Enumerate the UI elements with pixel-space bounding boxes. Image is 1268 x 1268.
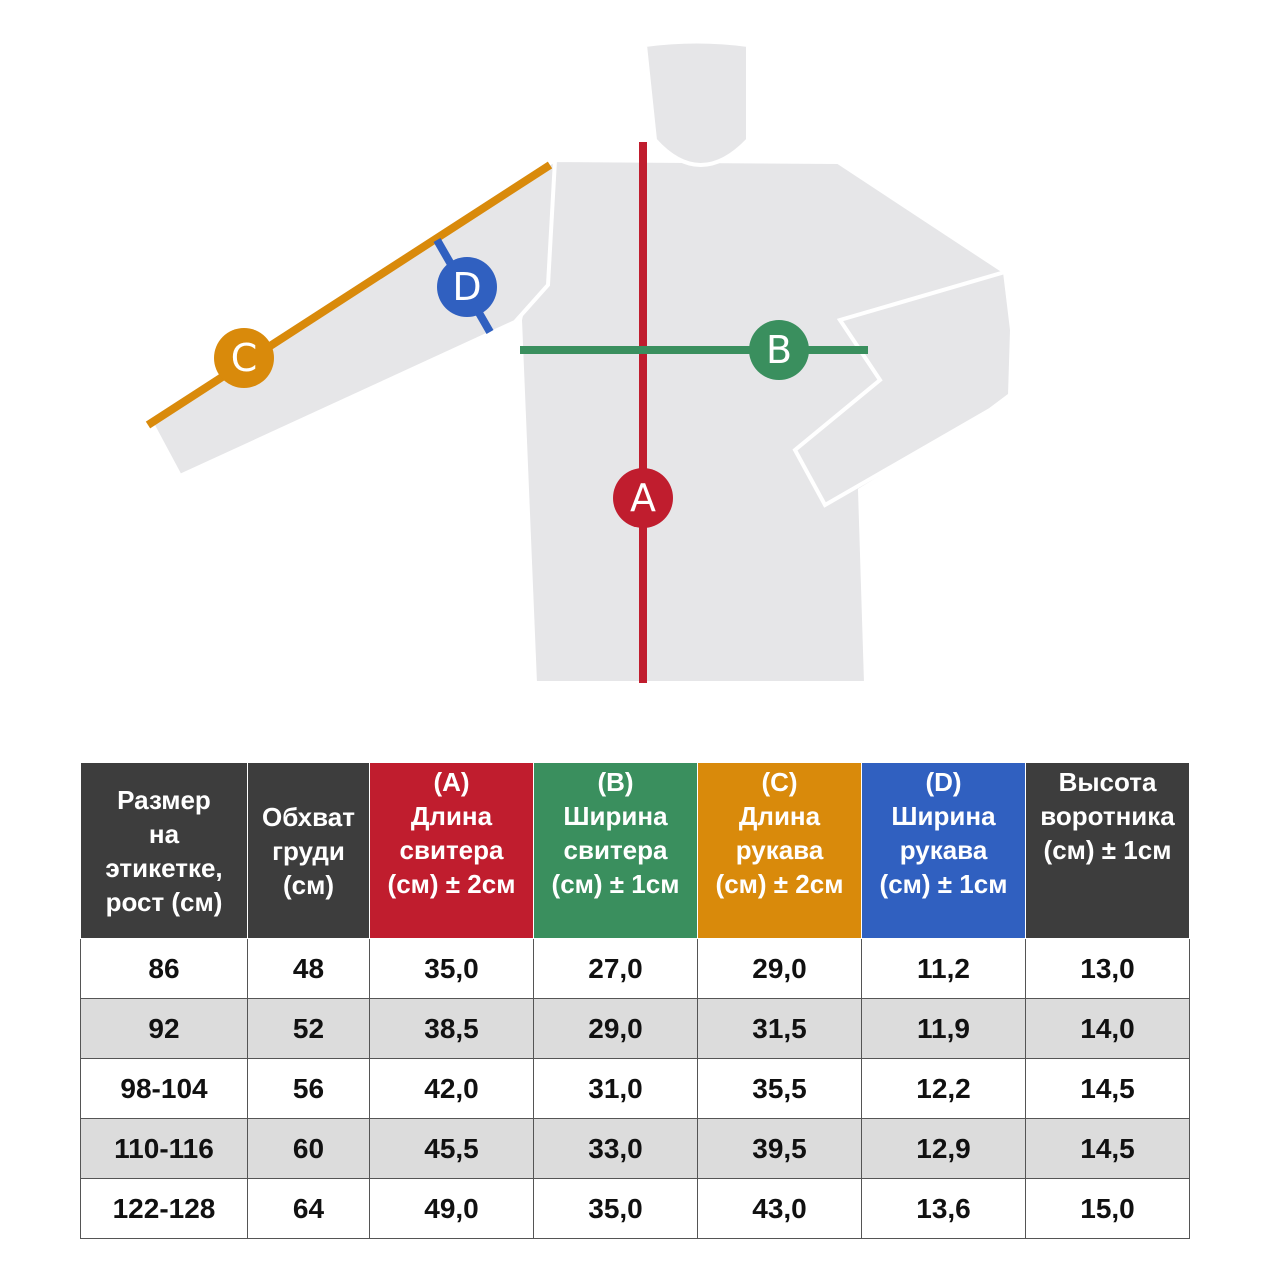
label-a: A: [630, 476, 656, 520]
table-cell: 48: [247, 938, 370, 999]
table-cell: 43,0: [697, 1178, 862, 1239]
table-row: 110-116 60 45,5 33,0 39,5 12,9 14,5: [80, 1118, 1190, 1179]
table-cell: 52: [247, 998, 370, 1059]
header-line: Высота: [1058, 767, 1157, 797]
table-cell: 39,5: [697, 1118, 862, 1179]
table-cell: 29,0: [697, 938, 862, 999]
collar: [642, 39, 750, 167]
table-cell: 64: [247, 1178, 370, 1239]
header-line: рост (см): [105, 886, 223, 917]
header-line: груди: [272, 835, 345, 866]
table-cell: 35,0: [533, 1178, 698, 1239]
header-line: Ширина: [891, 801, 996, 831]
table-cell: 42,0: [369, 1058, 534, 1119]
header-line: (см) ± 2см: [715, 869, 844, 899]
label-c: C: [231, 336, 258, 380]
size-table: Размер на этикетке, рост (см) Обхват груди (см…: [80, 762, 1190, 1239]
header-row: Размер на этикетке, рост (см) Обхват груди (см…: [80, 762, 1190, 939]
table-row: 86 48 35,0 27,0 29,0 11,2 13,0: [80, 938, 1190, 999]
header-line: (см) ± 1см: [551, 869, 680, 899]
badge-a: [613, 468, 673, 528]
table-cell: 122-128: [80, 1178, 248, 1239]
header-line: (см) ± 1см: [879, 869, 1008, 899]
header-line: Длина: [410, 801, 493, 831]
header-cell: Размер на этикетке, рост (см): [80, 762, 248, 939]
header-line: этикетке,: [105, 852, 223, 883]
label-b: B: [766, 328, 792, 372]
table-cell: 31,0: [533, 1058, 698, 1119]
header-line: свитера: [399, 835, 504, 865]
sweater: [147, 39, 1015, 685]
header-cell: (A) Длина свитера (см) ± 2см: [369, 762, 534, 939]
table-cell: 13,6: [861, 1178, 1026, 1239]
table-cell: 60: [247, 1118, 370, 1179]
table-cell: 15,0: [1025, 1178, 1190, 1239]
table-cell: 35,5: [697, 1058, 862, 1119]
header-line: свитера: [563, 835, 668, 865]
sweater-diagram: A B C D: [145, 39, 1015, 685]
table-cell: 14,5: [1025, 1118, 1190, 1179]
table-cell: 11,9: [861, 998, 1026, 1059]
table-cell: 14,0: [1025, 998, 1190, 1059]
header-cell: Обхват груди (см): [247, 762, 370, 939]
header-line: (C): [761, 767, 798, 797]
left-sleeve: [147, 156, 558, 479]
header-line: (см) ± 2см: [387, 869, 516, 899]
header-line: на: [148, 818, 180, 849]
header-line: Размер: [117, 784, 211, 815]
table-cell: 14,5: [1025, 1058, 1190, 1119]
table-cell: 35,0: [369, 938, 534, 999]
line-c: [145, 161, 553, 429]
header-line: Ширина: [563, 801, 668, 831]
header-line: (B): [597, 767, 634, 797]
table-cell: 11,2: [861, 938, 1026, 999]
header-line: рукава: [899, 835, 988, 865]
table-cell: 13,0: [1025, 938, 1190, 999]
table-body: 86 48 35,0 27,0 29,0 11,2 13,0 92 52 38,5 29,0 31,5…: [80, 938, 1190, 1239]
table-cell: 12,2: [861, 1058, 1026, 1119]
table-cell: 98-104: [80, 1058, 248, 1119]
badge-c: [214, 328, 274, 388]
right-sleeve: [792, 269, 1015, 508]
header-cell: (C) Длина рукава (см) ± 2см: [697, 762, 862, 939]
table-cell: 12,9: [861, 1118, 1026, 1179]
table-cell: 31,5: [697, 998, 862, 1059]
header-line: рукава: [735, 835, 824, 865]
table-row: 92 52 38,5 29,0 31,5 11,9 14,0: [80, 998, 1190, 1059]
table-cell: 45,5: [369, 1118, 534, 1179]
header-line: (см) ± 1см: [1043, 835, 1172, 865]
table-row: 122-128 64 49,0 35,0 43,0 13,6 15,0: [80, 1178, 1190, 1239]
table-row: 98-104 56 42,0 31,0 35,5 12,2 14,5: [80, 1058, 1190, 1119]
table-cell: 86: [80, 938, 248, 999]
badge-d: [437, 257, 497, 317]
table-cell: 49,0: [369, 1178, 534, 1239]
table-cell: 27,0: [533, 938, 698, 999]
header-line: Обхват: [262, 801, 355, 832]
header-line: (A): [433, 767, 470, 797]
header-cell: (D) Ширина рукава (см) ± 1см: [861, 762, 1026, 939]
header-line: Длина: [738, 801, 821, 831]
table-cell: 56: [247, 1058, 370, 1119]
table-cell: 38,5: [369, 998, 534, 1059]
label-d: D: [452, 265, 481, 309]
header-cell: (B) Ширина свитера (см) ± 1см: [533, 762, 698, 939]
table-cell: 110-116: [80, 1118, 248, 1179]
table-cell: 92: [80, 998, 248, 1059]
header-line: (D): [925, 767, 962, 797]
header-line: воротника: [1040, 801, 1175, 831]
table-cell: 29,0: [533, 998, 698, 1059]
header-cell: Высота воротника (см) ± 1см: [1025, 762, 1190, 939]
header-line: (см): [282, 869, 334, 900]
badge-b: [749, 320, 809, 380]
table-cell: 33,0: [533, 1118, 698, 1179]
